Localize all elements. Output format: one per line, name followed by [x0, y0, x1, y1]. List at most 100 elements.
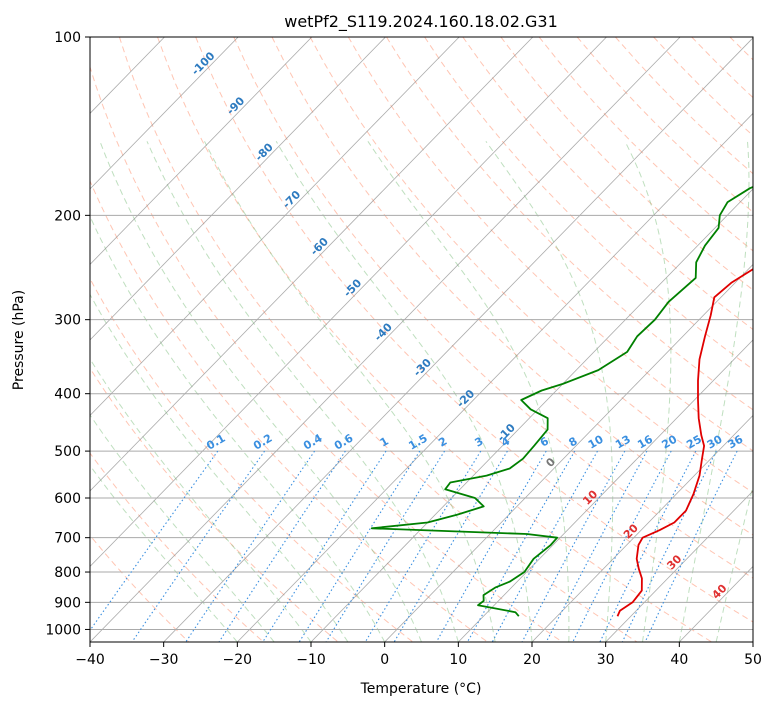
- moist-adiabat: [204, 141, 496, 642]
- isotherm-line: [384, 263, 753, 642]
- dry-adiabat: [90, 534, 190, 642]
- moist-adiabat: [146, 141, 459, 642]
- dry-adiabat: [347, 37, 753, 452]
- mixing-ratio-line: [467, 450, 576, 642]
- x-axis-ticks: −40 −30 −20 −10 0 10 20 30 40 50: [75, 642, 762, 668]
- x-tick-label: 50: [744, 652, 762, 668]
- y-tick-label: 500: [54, 444, 81, 460]
- x-tick-label: −10: [296, 652, 326, 668]
- mixing-ratio-line: [218, 450, 346, 642]
- x-tick-label: 20: [523, 652, 541, 668]
- dewpoint-line: [370, 186, 753, 617]
- dry-adiabat: [768, 37, 775, 642]
- isotherm-label: -70: [280, 188, 303, 211]
- mixing-ratio-line: [621, 450, 717, 642]
- isotherm-line: [90, 37, 239, 190]
- moist-adiabat: [715, 483, 753, 642]
- isotherm-line: [458, 339, 753, 642]
- moist-adiabat: [90, 464, 238, 642]
- isotherm-label: 20: [621, 521, 641, 541]
- mixing-ratio-label: 36: [725, 432, 745, 451]
- mixing-ratio-line: [545, 450, 648, 642]
- isotherm-label: -90: [224, 94, 247, 117]
- mixing-ratio-label: 1: [378, 435, 391, 450]
- profile-lines: [370, 186, 753, 617]
- isotherm-line: [90, 37, 386, 341]
- mixing-ratio-line: [491, 450, 598, 642]
- dry-adiabat: [386, 37, 753, 411]
- isotherm-line: [237, 112, 753, 642]
- mixing-ratio-line: [599, 450, 697, 642]
- moist-adiabat: [624, 141, 672, 642]
- isotherm-line: [605, 490, 753, 642]
- dry-adiabat: [90, 452, 264, 642]
- dry-adiabat: [538, 37, 753, 252]
- mixing-ratio-label: 3: [472, 435, 485, 450]
- isotherm-label: -20: [454, 387, 477, 410]
- y-tick-label: 300: [54, 313, 81, 329]
- mixing-ratio-line: [521, 450, 626, 642]
- mixing-ratio-line: [325, 450, 446, 642]
- dry-adiabat: [90, 367, 339, 642]
- y-tick-label: 400: [54, 387, 81, 403]
- isotherm-label: -80: [253, 140, 276, 163]
- dry-adiabat: [500, 37, 753, 291]
- isotherm-line: [310, 188, 753, 642]
- isotherm-label: -60: [308, 235, 331, 258]
- dry-adiabat: [309, 37, 753, 494]
- isotherm-label: -100: [189, 49, 218, 78]
- mixing-ratio-label: 10: [586, 432, 606, 451]
- mixing-ratio-label: 1.5: [406, 432, 429, 453]
- moist-adiabat: [90, 215, 386, 642]
- isotherm-label: -50: [341, 276, 364, 299]
- dry-adiabat: [90, 65, 563, 642]
- chart-title: wetPf2_S119.2024.160.18.02.G31: [284, 12, 558, 32]
- y-axis-label: Pressure (hPa): [11, 290, 27, 390]
- isotherm-line: [90, 37, 313, 265]
- dry-adiabat: [157, 37, 712, 642]
- isotherm-label: -30: [411, 356, 434, 379]
- x-tick-label: 40: [670, 652, 688, 668]
- isotherm-label: 30: [664, 552, 684, 572]
- isotherm-line: [531, 414, 753, 642]
- mixing-ratio-line: [572, 450, 672, 642]
- isotherm-label: -40: [372, 320, 395, 343]
- mixing-ratio-line: [131, 450, 266, 642]
- moist-adiabat: [678, 141, 750, 642]
- x-tick-label: 30: [597, 652, 615, 668]
- dry-adiabat: [233, 37, 753, 579]
- y-tick-label: 600: [54, 491, 81, 507]
- isotherm-line: [90, 37, 607, 568]
- isotherm-line: [90, 37, 534, 492]
- y-axis-ticks: 100 200 300 400 500 600 700 800 900 1000: [45, 30, 90, 638]
- x-tick-label: 10: [449, 652, 467, 668]
- x-tick-label: −20: [223, 652, 253, 668]
- background-lines: [90, 37, 775, 642]
- mixing-ratio-line: [298, 450, 421, 642]
- dry-adiabat: [90, 179, 488, 642]
- mixing-ratio-line: [185, 450, 316, 642]
- dry-adiabat: [195, 37, 753, 623]
- mixing-ratio-label: 30: [705, 432, 725, 451]
- moist-adiabat: [90, 357, 312, 642]
- y-tick-label: 200: [54, 208, 81, 224]
- mixing-ratio-label: 2: [436, 435, 449, 450]
- mixing-ratio-line: [393, 450, 508, 642]
- dry-adiabat: [653, 37, 753, 137]
- x-axis-label: Temperature (°C): [360, 681, 482, 697]
- mixing-ratio-line: [364, 450, 482, 642]
- dry-adiabat: [90, 277, 414, 642]
- dry-adiabat: [615, 37, 753, 175]
- isotherm-label: -10: [495, 421, 518, 444]
- mixing-ratio-label: 0.4: [301, 431, 325, 452]
- isotherm-line: [90, 37, 681, 642]
- dry-adiabat: [424, 37, 753, 370]
- x-tick-label: 0: [380, 652, 389, 668]
- mixing-ratio-label: 16: [635, 432, 655, 451]
- x-tick-label: −30: [149, 652, 179, 668]
- y-tick-label: 800: [54, 565, 81, 581]
- moist-adiabat: [275, 141, 533, 642]
- plot-frame: [89, 36, 754, 643]
- y-tick-label: 900: [54, 595, 81, 611]
